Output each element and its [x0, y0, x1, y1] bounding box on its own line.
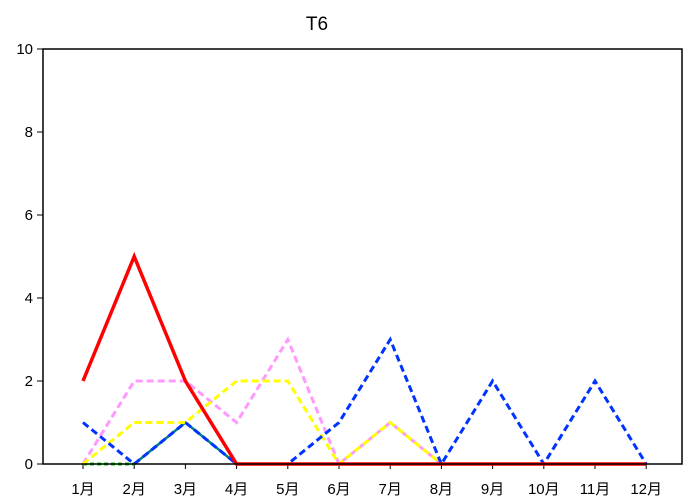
x-tick-label: 7月	[379, 481, 402, 498]
x-tick-label: 5月	[276, 481, 299, 498]
x-tick-label: 9月	[481, 481, 504, 498]
x-tick-label: 8月	[430, 481, 453, 498]
y-tick-label: 6	[25, 207, 33, 224]
series-line-2	[133, 420, 647, 466]
y-tick-label: 0	[25, 456, 33, 473]
series-line-6	[81, 251, 647, 466]
series-layer	[81, 251, 648, 468]
y-axis: 0 2 4 6 8 10	[16, 41, 43, 473]
y-tick-label: 2	[25, 373, 33, 390]
chart-title: T6	[306, 14, 328, 35]
x-tick-label: 2月	[123, 481, 146, 498]
y-tick-label: 10	[16, 41, 33, 58]
x-tick-label: 3月	[174, 481, 197, 498]
x-tick-label: 1月	[71, 481, 94, 498]
y-tick-label: 4	[25, 290, 33, 307]
series-line-4	[82, 379, 647, 467]
series-line-3	[81, 336, 647, 467]
x-tick-label: 11月	[580, 481, 611, 498]
series-line-5	[82, 336, 648, 468]
y-tick-label: 8	[25, 124, 33, 141]
x-tick-label: 4月	[225, 481, 248, 498]
plot-area-frame	[42, 48, 683, 465]
x-tick-label: 6月	[327, 481, 350, 498]
x-tick-label: 10月	[528, 481, 560, 498]
x-axis: 1月 2月 3月 4月 5月 6月 7月 8月 9月 10月 11月 12月	[71, 464, 662, 498]
x-tick-label: 12月	[630, 481, 662, 498]
